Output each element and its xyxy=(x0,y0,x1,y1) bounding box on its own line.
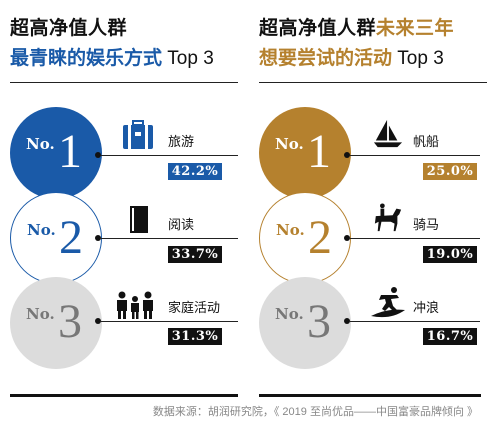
left-title-line2: 最青睐的娱乐方式 Top 3 xyxy=(10,43,214,70)
left-rank2-number: 2 xyxy=(59,211,83,264)
right-bottom-rule xyxy=(259,394,481,397)
left-rank3-label: 家庭活动 xyxy=(168,300,221,315)
right-rank3-number: 3 xyxy=(307,295,331,348)
right-rank3-dot xyxy=(344,318,350,324)
left-rank2-circle: No. 2 xyxy=(10,192,102,284)
left-rank1-number: 1 xyxy=(58,125,82,178)
right-rank2-prefix: No. xyxy=(276,221,305,239)
right-rank3-line xyxy=(350,321,480,322)
left-title-suffix: Top 3 xyxy=(162,48,214,69)
right-rank1-prefix: No. xyxy=(275,135,304,153)
left-rank2-dot xyxy=(95,235,101,241)
right-rank1-percent: 25.0% xyxy=(423,163,477,180)
right-rank2-label: 骑马 xyxy=(413,217,440,232)
left-bottom-rule xyxy=(10,394,238,397)
right-rank2-dot xyxy=(344,235,350,241)
right-rank3-circle: No. 3 xyxy=(259,277,351,369)
right-title-rule xyxy=(259,82,487,83)
right-title-suffix: Top 3 xyxy=(392,48,444,69)
left-rank3-prefix: No. xyxy=(26,305,55,323)
left-rank3-circle: No. 3 xyxy=(10,277,102,369)
right-title-line2: 想要尝试的活动 Top 3 xyxy=(259,43,444,70)
left-rank3-number: 3 xyxy=(58,295,82,348)
right-rank3-prefix: No. xyxy=(275,305,304,323)
left-panel: 超高净值人群 最青睐的娱乐方式 Top 3 No. 1 旅游 42.2% No.… xyxy=(10,0,240,400)
left-title-rule xyxy=(10,82,238,83)
luggage-icon xyxy=(123,120,153,149)
right-title-dark: 超高净值人群 xyxy=(259,18,377,39)
right-rank2-number: 2 xyxy=(308,211,332,264)
surfing-icon xyxy=(371,287,405,318)
left-rank1-percent: 42.2% xyxy=(168,163,222,180)
right-title-highlight: 想要尝试的活动 xyxy=(259,48,393,69)
sailboat-icon xyxy=(373,119,403,148)
source-note: 数据来源：胡润研究院，《 2019 至尚优品——中国富豪品牌倾向 》 xyxy=(152,406,478,418)
right-rank1-dot xyxy=(344,152,350,158)
left-rank2-percent: 33.7% xyxy=(168,246,222,263)
right-rank1-label: 帆船 xyxy=(413,134,440,149)
right-panel: 超高净值人群未来三年 想要尝试的活动 Top 3 No. 1 帆船 25.0% … xyxy=(259,0,488,400)
left-rank1-prefix: No. xyxy=(26,135,55,153)
left-rank2-prefix: No. xyxy=(27,221,56,239)
right-title-line1-highlight: 未来三年 xyxy=(376,18,455,39)
left-rank1-label: 旅游 xyxy=(168,134,195,149)
right-rank2-percent: 19.0% xyxy=(423,246,477,263)
left-rank3-line xyxy=(101,321,238,322)
right-rank1-number: 1 xyxy=(307,125,331,178)
right-rank3-percent: 16.7% xyxy=(423,328,477,345)
left-title-highlight: 最青睐的娱乐方式 xyxy=(10,48,163,69)
right-rank2-line xyxy=(350,238,480,239)
left-rank1-dot xyxy=(95,152,101,158)
right-title-line1: 超高净值人群未来三年 xyxy=(259,13,454,40)
family-icon xyxy=(117,291,153,319)
left-rank1-circle: No. 1 xyxy=(10,107,102,199)
left-rank1-line xyxy=(101,155,238,156)
horse-riding-icon xyxy=(374,203,402,232)
right-rank3-label: 冲浪 xyxy=(413,300,440,315)
right-rank1-line xyxy=(350,155,480,156)
left-rank2-label: 阅读 xyxy=(168,217,195,232)
left-rank3-percent: 31.3% xyxy=(168,328,222,345)
left-rank2-line xyxy=(101,238,238,239)
right-rank1-circle: No. 1 xyxy=(259,107,351,199)
book-icon xyxy=(130,206,148,233)
left-title-line1: 超高净值人群 xyxy=(10,18,128,39)
left-rank3-dot xyxy=(95,318,101,324)
right-rank2-circle: No. 2 xyxy=(259,192,351,284)
